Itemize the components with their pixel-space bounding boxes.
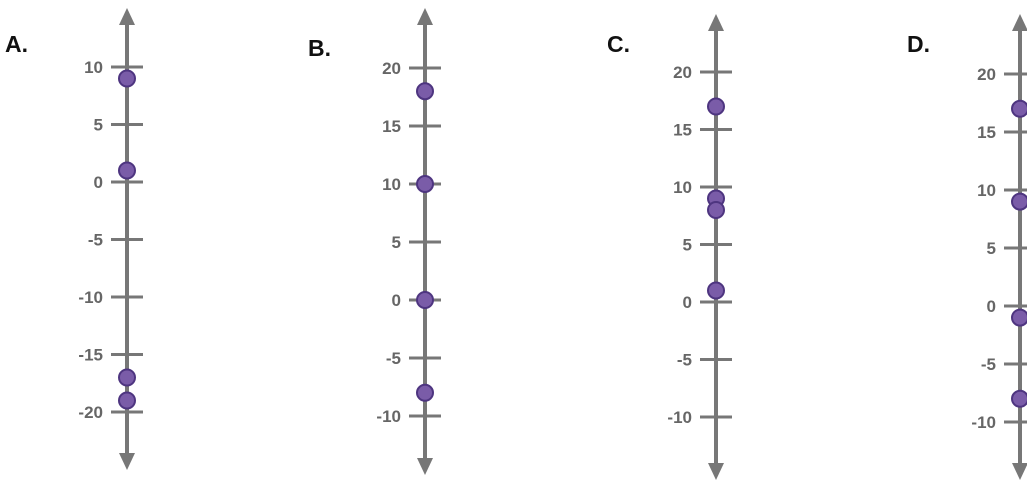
tick-label: -10 — [667, 408, 692, 427]
data-point — [416, 82, 434, 101]
tick-label: 0 — [94, 173, 103, 192]
data-point — [118, 368, 136, 387]
arrow-down-icon — [1012, 463, 1027, 480]
data-point — [1011, 308, 1027, 327]
tick-label: -5 — [981, 355, 996, 374]
data-point — [118, 69, 136, 88]
arrow-up-icon — [1012, 14, 1027, 31]
data-point — [118, 161, 136, 180]
data-point — [707, 201, 725, 219]
arrow-up-icon — [417, 8, 433, 25]
data-point — [1011, 99, 1027, 118]
tick-label: 5 — [987, 239, 996, 258]
arrow-down-icon — [708, 463, 724, 480]
data-point — [707, 97, 725, 116]
tick-label: 0 — [392, 291, 401, 310]
option-letter: D. — [907, 31, 930, 57]
tick-label: 5 — [392, 233, 401, 252]
number-line-2: B. 20 15 10 5 0 -5 -10 — [308, 8, 441, 475]
option-letter: A. — [5, 31, 28, 57]
tick-label: 15 — [382, 117, 401, 136]
data-point — [118, 391, 136, 410]
tick-label: -5 — [386, 349, 401, 368]
tick-label: -10 — [78, 288, 103, 307]
data-point — [416, 291, 434, 309]
arrow-up-icon — [119, 8, 135, 25]
tick-label: 5 — [94, 116, 103, 135]
tick-label: 20 — [977, 65, 996, 84]
tick-label: -10 — [376, 407, 401, 426]
tick-label: 15 — [977, 123, 996, 142]
option-letter: B. — [308, 35, 331, 61]
data-point — [707, 281, 725, 300]
arrow-down-icon — [417, 458, 433, 475]
tick-label: -5 — [677, 351, 692, 370]
tick-label: 10 — [977, 181, 996, 200]
number-line-4: D. 20 15 10 5 0 -5 -10 — [907, 14, 1027, 480]
data-point — [1011, 192, 1027, 211]
tick-label: 10 — [673, 178, 692, 197]
tick-label: -5 — [88, 231, 103, 250]
tick-label: 10 — [84, 58, 103, 77]
tick-label: -15 — [78, 346, 103, 365]
tick-label: 20 — [673, 63, 692, 82]
arrow-up-icon — [708, 14, 724, 31]
tick-label: -10 — [971, 413, 996, 432]
data-point — [416, 175, 434, 193]
data-point — [416, 383, 434, 402]
tick-label: 0 — [987, 297, 996, 316]
number-line-3: C. 20 15 10 5 0 -5 -10 — [607, 14, 732, 480]
tick-label: 5 — [683, 236, 692, 255]
tick-label: 0 — [683, 293, 692, 312]
tick-label: 20 — [382, 59, 401, 78]
tick-label: 15 — [673, 121, 692, 140]
arrow-down-icon — [119, 453, 135, 470]
number-line-1: A. 10 5 0 -5 -10 -15 -20 — [5, 8, 143, 470]
option-letter: C. — [607, 31, 630, 57]
tick-label: -20 — [78, 403, 103, 422]
tick-label: 10 — [382, 175, 401, 194]
data-point — [1011, 389, 1027, 408]
